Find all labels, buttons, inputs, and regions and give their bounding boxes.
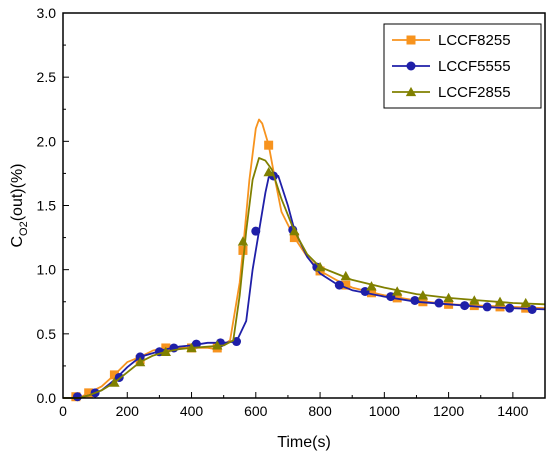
legend: LCCF8255 LCCF5555 LCCF2855 (383, 23, 542, 109)
y-axis-title-rest: (out)(%) (9, 163, 26, 221)
y-axis-ticks: 0.0 0.5 1.0 1.5 2.0 2.5 3.0 (37, 5, 69, 406)
legend-marker (406, 61, 416, 71)
legend-label: LCCF2855 (438, 84, 511, 101)
y-tick-label: 0.5 (37, 326, 57, 342)
data-point-triangle (520, 297, 531, 308)
data-point-square (366, 288, 376, 298)
y-tick-label: 2.5 (37, 69, 57, 85)
legend-entry: LCCF2855 (392, 84, 511, 101)
legend-entry: LCCF8255 (392, 32, 511, 49)
y-axis-title-main: C (9, 236, 26, 248)
data-point-square (84, 388, 94, 398)
data-point-triangle (469, 295, 480, 305)
y-tick-label: 2.0 (37, 133, 57, 149)
series-lccf2855 (63, 157, 546, 399)
series-line (63, 172, 546, 399)
data-point-triangle (417, 290, 429, 300)
y-axis-title-subscript: O2 (18, 221, 30, 236)
x-tick-label: 1400 (497, 403, 528, 419)
data-point-triangle (392, 286, 403, 296)
data-point-square (341, 280, 351, 290)
y-tick-label: 0.0 (37, 390, 57, 406)
data-point-triangle (109, 377, 120, 387)
x-tick-label: 0 (59, 403, 67, 419)
y-tick-label: 1.5 (37, 198, 57, 214)
x-tick-label: 1200 (433, 403, 464, 419)
data-point-triangle (340, 270, 351, 281)
x-tick-label: 600 (244, 403, 268, 419)
legend-entry: LCCF5555 (392, 58, 511, 75)
x-tick-label: 200 (116, 403, 140, 419)
data-point-triangle (212, 340, 223, 350)
series-line (63, 118, 546, 399)
data-point-circle (527, 304, 537, 314)
series-line (63, 157, 546, 399)
data-point-triangle (134, 356, 146, 367)
y-axis-title: CO2(out)(%) (9, 163, 30, 247)
data-point-triangle (289, 225, 300, 236)
data-point-circle (505, 303, 515, 313)
data-point-triangle (494, 296, 506, 306)
x-tick-label: 400 (180, 403, 204, 419)
data-point-circle (72, 392, 82, 402)
data-point-circle (482, 302, 492, 312)
series-lccf5555 (63, 171, 546, 402)
data-point-triangle (186, 342, 197, 353)
data-point-circle (251, 226, 261, 236)
x-axis-ticks: 0 200 400 600 800 1000 1200 1400 (59, 392, 529, 419)
series-layer (63, 118, 546, 402)
data-point-circle (191, 339, 201, 349)
plot-area-frame (62, 12, 546, 399)
data-point-square (264, 140, 274, 150)
legend-label: LCCF5555 (438, 58, 511, 75)
x-tick-label: 1000 (369, 403, 400, 419)
data-point-triangle (366, 281, 377, 291)
data-point-triangle (237, 236, 249, 246)
data-point-triangle (443, 292, 454, 303)
data-point-square (109, 370, 119, 380)
x-tick-label: 800 (308, 403, 332, 419)
legend-marker (405, 86, 417, 97)
data-point-square (238, 245, 248, 255)
data-point-triangle (263, 166, 274, 177)
data-point-square (289, 233, 299, 243)
series-lccf8255 (63, 118, 546, 402)
legend-marker (406, 35, 416, 45)
data-point-circle (334, 280, 344, 290)
data-point-circle (410, 295, 420, 305)
data-point-triangle (160, 346, 172, 356)
data-point-circle (460, 301, 470, 311)
data-point-triangle (314, 261, 326, 272)
legend-label: LCCF8255 (438, 32, 511, 49)
data-point-circle (434, 298, 444, 308)
x-axis-title: Time(s) (277, 434, 331, 451)
y-tick-label: 3.0 (37, 5, 57, 21)
y-tick-label: 1.0 (37, 262, 57, 278)
